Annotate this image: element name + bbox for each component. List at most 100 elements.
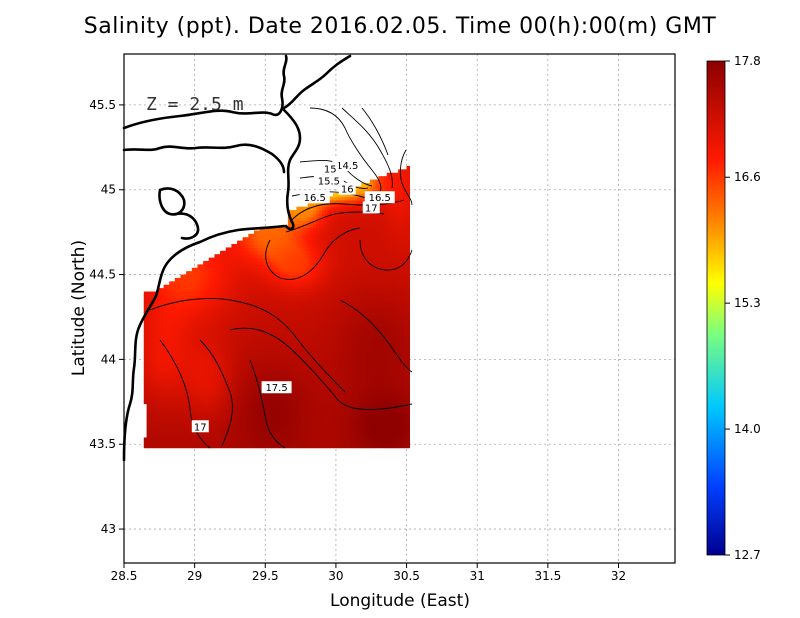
field-cell <box>194 308 199 313</box>
field-cell <box>197 281 201 286</box>
field-cell <box>347 389 351 394</box>
field-cell <box>248 396 252 401</box>
field-cell <box>245 247 249 252</box>
field-cell <box>361 386 365 391</box>
field-cell <box>304 339 309 344</box>
field-cell <box>296 393 300 398</box>
field-cell <box>211 427 216 432</box>
field-cell <box>364 423 368 428</box>
field-cell <box>273 322 278 327</box>
field-cell <box>293 281 297 286</box>
field-cell <box>302 244 306 249</box>
field-cell <box>279 291 283 296</box>
field-cell <box>188 427 193 432</box>
field-cell <box>211 356 216 360</box>
field-cell <box>239 318 244 323</box>
field-cell <box>180 342 184 347</box>
field-cell <box>350 393 354 398</box>
field-cell <box>186 362 190 367</box>
field-cell <box>316 274 320 279</box>
field-cell <box>358 335 362 340</box>
field-cell <box>265 233 269 238</box>
field-cell <box>222 267 227 272</box>
field-cell <box>307 376 312 381</box>
field-cell <box>183 308 187 313</box>
field-cell <box>293 328 297 333</box>
field-cell <box>146 325 151 330</box>
field-cell <box>273 345 278 350</box>
field-cell <box>313 230 317 235</box>
field-cell <box>217 440 221 445</box>
field-cell <box>253 240 258 245</box>
field-cell <box>344 281 348 286</box>
field-cell <box>299 434 303 439</box>
field-cell <box>307 328 312 333</box>
field-cell <box>302 417 306 422</box>
field-cell <box>273 267 278 272</box>
field-cell <box>259 362 264 367</box>
field-cell <box>239 291 244 296</box>
field-cell <box>183 430 187 435</box>
field-cell <box>234 339 238 344</box>
field-cell <box>285 345 289 350</box>
field-cell <box>290 396 295 401</box>
field-cell <box>302 277 306 282</box>
field-cell <box>253 288 258 293</box>
field-cell <box>265 403 269 408</box>
field-cell <box>318 410 323 415</box>
field-cell <box>188 430 193 435</box>
field-cell <box>276 427 281 432</box>
field-cell <box>203 305 207 310</box>
field-cell <box>220 318 224 323</box>
field-cell <box>242 369 247 374</box>
field-cell <box>358 247 362 252</box>
field-cell <box>231 393 235 398</box>
field-cell <box>245 359 249 364</box>
field-cell <box>180 366 184 371</box>
field-cell <box>307 271 312 276</box>
field-cell <box>341 440 345 445</box>
field-cell <box>270 318 275 323</box>
field-cell <box>188 396 193 401</box>
field-cell <box>248 284 252 289</box>
field-cell <box>253 284 258 289</box>
field-cell <box>220 274 224 279</box>
field-cell <box>287 267 292 272</box>
field-cell <box>341 437 345 442</box>
field-cell <box>307 288 312 293</box>
field-cell <box>318 220 323 225</box>
field-cell <box>316 369 320 374</box>
field-cell <box>208 342 213 347</box>
field-cell <box>335 199 340 204</box>
field-cell <box>338 325 343 330</box>
salinity-field <box>143 165 410 449</box>
field-cell <box>287 257 292 262</box>
field-cell <box>217 335 221 340</box>
field-cell <box>285 315 289 320</box>
field-cell <box>361 281 365 286</box>
field-cell <box>211 437 216 442</box>
field-cell <box>251 244 255 249</box>
field-cell <box>347 352 351 357</box>
field-cell <box>282 311 286 316</box>
field-cell <box>259 440 264 445</box>
field-cell <box>335 254 340 259</box>
field-cell <box>265 305 269 310</box>
field-cell <box>208 339 213 344</box>
field-cell <box>324 372 329 377</box>
field-cell <box>355 281 360 286</box>
field-cell <box>350 369 354 374</box>
field-cell <box>299 393 303 398</box>
field-cell <box>268 396 272 401</box>
field-cell <box>265 393 269 398</box>
field-cell <box>208 437 213 442</box>
field-cell <box>321 230 326 235</box>
field-cell <box>245 389 249 394</box>
field-cell <box>222 301 227 306</box>
field-cell <box>177 301 182 306</box>
field-cell <box>174 420 179 425</box>
field-cell <box>285 294 289 299</box>
field-cell <box>253 393 258 398</box>
field-cell <box>352 440 357 445</box>
field-cell <box>361 216 365 221</box>
